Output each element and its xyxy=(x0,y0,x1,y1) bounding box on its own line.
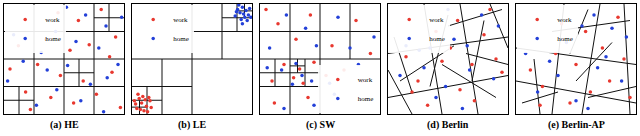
svg-text:(e) Berlin-AP: (e) Berlin-AP xyxy=(548,119,605,131)
svg-text:home: home xyxy=(173,35,189,43)
svg-text:(a) HE: (a) HE xyxy=(50,119,79,131)
svg-text:(b) LE: (b) LE xyxy=(178,119,206,131)
svg-text:home: home xyxy=(557,35,573,43)
svg-text:home: home xyxy=(45,35,61,43)
svg-text:home: home xyxy=(358,95,374,103)
svg-text:work: work xyxy=(173,16,188,24)
svg-text:work: work xyxy=(45,16,60,24)
svg-text:home: home xyxy=(429,35,445,43)
svg-text:(d) Berlin: (d) Berlin xyxy=(427,119,469,131)
svg-text:(c) SW: (c) SW xyxy=(306,119,335,131)
svg-text:work: work xyxy=(358,76,373,84)
svg-text:work: work xyxy=(429,16,444,24)
svg-text:work: work xyxy=(557,16,572,24)
